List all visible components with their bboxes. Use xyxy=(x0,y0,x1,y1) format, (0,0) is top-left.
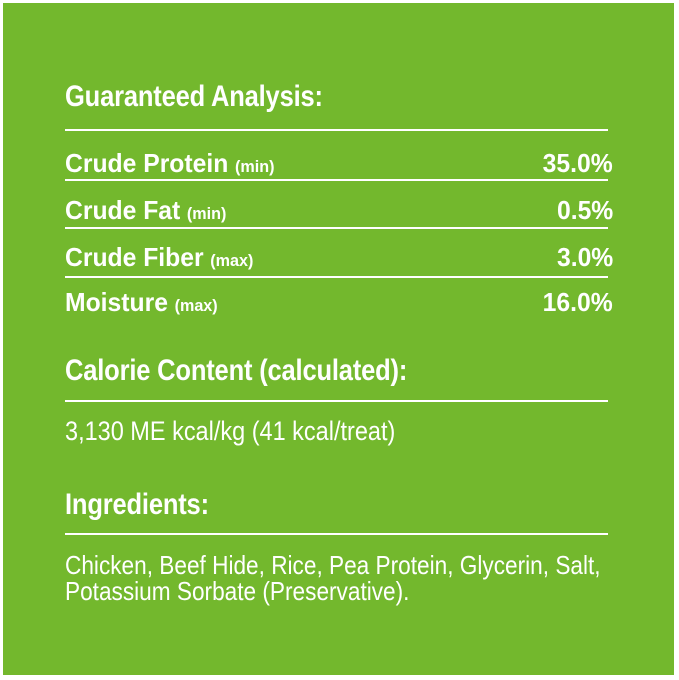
calorie-content-value: 3,130 ME kcal/kg (41 kcal/treat) xyxy=(65,416,396,446)
analysis-row-label: Crude Protein xyxy=(65,148,229,178)
row-divider xyxy=(65,276,608,278)
analysis-row-value: 0.5% xyxy=(556,195,613,225)
analysis-row-crude-protein: Crude Protein (min) 35.0% xyxy=(65,148,613,182)
guaranteed-analysis-section: Guaranteed Analysis: xyxy=(65,80,613,114)
ingredients-text: Chicken, Beef Hide, Rice, Pea Protein, G… xyxy=(65,552,601,604)
calorie-content-title: Calorie Content (calculated): xyxy=(65,354,408,387)
analysis-row-value: 3.0% xyxy=(556,242,613,272)
guaranteed-analysis-divider xyxy=(65,129,608,132)
row-divider xyxy=(65,179,608,181)
calorie-content-value-line: 3,130 ME kcal/kg (41 kcal/treat) xyxy=(65,416,613,446)
analysis-row-label-group: Crude Fat (min) xyxy=(65,195,226,229)
analysis-row-qualifier: (max) xyxy=(210,251,254,270)
ingredients-line: Potassium Sorbate (Preservative). xyxy=(65,576,410,606)
analysis-row-crude-fat: Crude Fat (min) 0.5% xyxy=(65,195,613,229)
row-divider xyxy=(65,227,608,229)
analysis-row-value: 16.0% xyxy=(542,287,613,317)
analysis-row-qualifier: (max) xyxy=(174,296,218,315)
calorie-content-divider xyxy=(65,400,608,403)
analysis-row-moisture: Moisture (max) 16.0% xyxy=(65,287,613,321)
analysis-row-label-group: Crude Protein (min) xyxy=(65,148,274,182)
analysis-row-qualifier: (min) xyxy=(186,204,227,223)
analysis-row-qualifier: (min) xyxy=(234,157,275,176)
ingredients-line: Chicken, Beef Hide, Rice, Pea Protein, G… xyxy=(65,550,601,580)
guaranteed-analysis-title: Guaranteed Analysis: xyxy=(65,80,323,113)
ingredients-section: Ingredients: xyxy=(65,488,613,522)
label-panel: Guaranteed Analysis: Crude Protein (min) … xyxy=(3,3,674,675)
analysis-row-value: 35.0% xyxy=(542,148,613,178)
ingredients-divider xyxy=(65,533,608,536)
ingredients-list: Chicken, Beef Hide, Rice, Pea Protein, G… xyxy=(65,552,613,604)
calorie-content-section: Calorie Content (calculated): xyxy=(65,354,613,388)
ingredients-title: Ingredients: xyxy=(65,488,209,521)
analysis-row-label: Moisture xyxy=(65,287,168,317)
analysis-row-label: Crude Fat xyxy=(65,195,181,225)
analysis-row-label-group: Crude Fiber (max) xyxy=(65,242,253,276)
analysis-row-crude-fiber: Crude Fiber (max) 3.0% xyxy=(65,242,613,276)
analysis-row-label: Crude Fiber xyxy=(65,242,204,272)
analysis-row-label-group: Moisture (max) xyxy=(65,287,218,321)
